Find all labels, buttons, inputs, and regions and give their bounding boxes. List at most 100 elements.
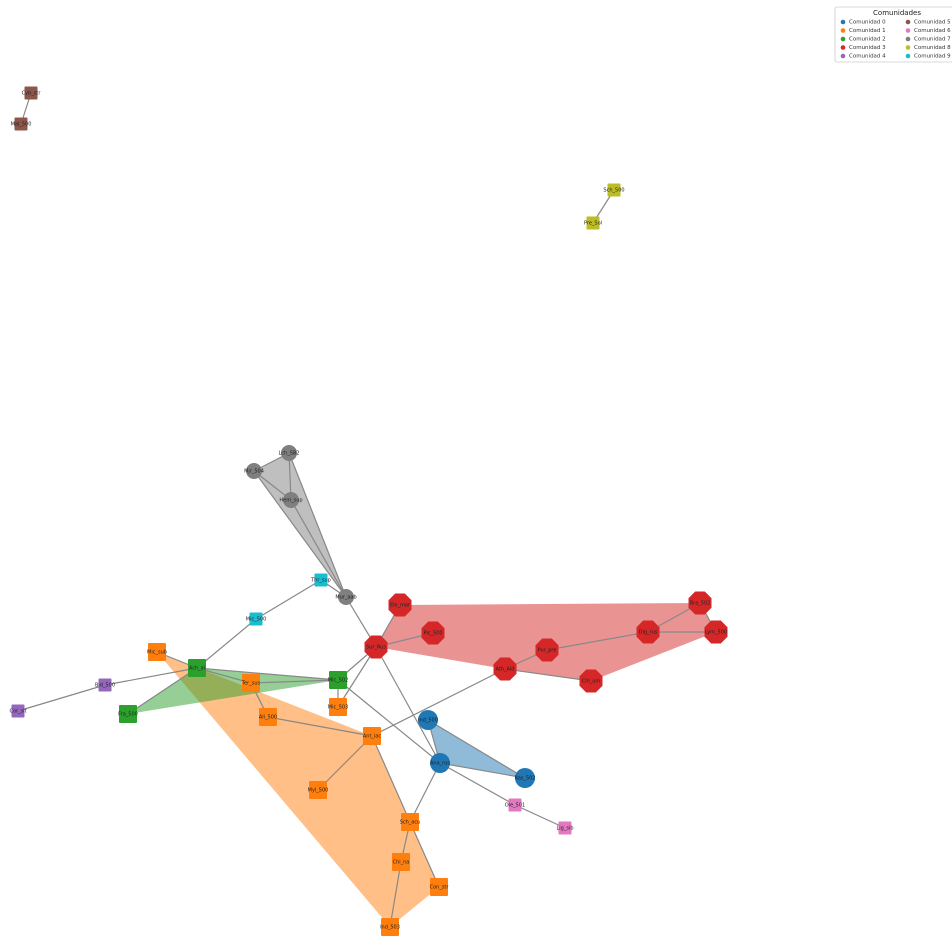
node [418, 710, 438, 730]
legend-label: Comunidad 8 [914, 45, 951, 51]
node-label: Fra_500 [118, 712, 138, 718]
node [381, 918, 399, 936]
edge [375, 646, 441, 764]
edge [253, 470, 347, 598]
node [119, 705, 137, 723]
node-label: Mjr_504 [244, 469, 264, 475]
node [430, 753, 450, 773]
node-label: Chi_na [393, 860, 410, 866]
edge [17, 684, 106, 712]
node-label: Pre_Sol [584, 221, 602, 227]
node [98, 678, 112, 692]
node [246, 463, 262, 479]
node-label: Bra_502 [690, 601, 711, 607]
edge [371, 668, 506, 737]
node-label: Hem_sup [279, 498, 302, 504]
legend-label: Comunidad 5 [914, 20, 951, 26]
node-label: Ana_rus [430, 761, 450, 767]
legend-label: Comunidad 7 [914, 37, 951, 43]
node [586, 216, 600, 230]
community-hull [157, 652, 439, 927]
edge [290, 499, 347, 598]
edge [514, 804, 566, 829]
node-label: Ind_503 [380, 925, 400, 931]
node [515, 768, 535, 788]
node-label: Ele_mar [390, 603, 411, 609]
node-label: Sch_acu [400, 820, 421, 826]
node-label: Sch_500 [603, 188, 624, 194]
node [11, 704, 25, 718]
node-label: Myl_500 [308, 788, 329, 794]
node-label: Mal_500 [11, 122, 32, 128]
node-label: Ant_iac [363, 734, 382, 740]
node [283, 492, 299, 508]
node [148, 643, 166, 661]
node [242, 674, 260, 692]
node-label: Lym_500 [705, 630, 727, 636]
node-label: Mic_503 [328, 705, 349, 711]
node [688, 591, 712, 615]
legend-box [834, 6, 952, 63]
node [329, 698, 347, 716]
edge [409, 821, 440, 888]
node [508, 798, 522, 812]
legend-label: Comunidad 9 [914, 54, 951, 60]
node [249, 612, 263, 626]
node [421, 621, 445, 645]
node-label: Mic_502 [328, 678, 349, 684]
legend-marker [905, 36, 911, 42]
edge [439, 762, 526, 779]
node-label: Ter_sus [241, 681, 261, 687]
node [364, 635, 388, 659]
node-label: Bid_500 [95, 683, 115, 689]
edge [427, 719, 526, 779]
edge [439, 762, 516, 806]
legend-marker [905, 28, 911, 33]
node [188, 659, 206, 677]
legend-marker [840, 28, 846, 33]
edge [288, 452, 347, 598]
edge [337, 679, 441, 764]
node [607, 183, 621, 197]
node-label: Pur_pre [538, 648, 557, 654]
node [314, 573, 328, 587]
node-label: Ind_500 [418, 718, 438, 724]
edge [196, 667, 339, 681]
node-label: Sur_Rus [366, 645, 386, 651]
legend-title: Comunidades [873, 9, 921, 17]
edge [504, 668, 592, 682]
edge [337, 646, 377, 708]
edge [389, 861, 402, 928]
node-label: Con_str [430, 885, 450, 891]
node-label: Ras_502 [514, 776, 535, 782]
edge [250, 679, 339, 684]
node [14, 117, 28, 131]
node [309, 781, 327, 799]
node-label: Lch_SB2 [279, 451, 300, 457]
legend-label: Comunidad 3 [849, 45, 886, 51]
legend-marker [905, 19, 911, 25]
node-label: Cyb_str [22, 91, 42, 97]
edge [196, 618, 257, 669]
legend-label: Comunidad 2 [849, 37, 886, 43]
legend-marker [905, 45, 911, 50]
node [388, 593, 412, 617]
edge [317, 735, 373, 791]
node [329, 671, 347, 689]
legend-label: Comunidad 4 [849, 54, 886, 60]
legend-marker [840, 36, 846, 42]
node [259, 708, 277, 726]
legend-marker [840, 45, 846, 50]
node-label: Pic_500 [423, 631, 442, 637]
node-label: Ach_al [189, 666, 205, 672]
node [636, 620, 660, 644]
edge [409, 762, 441, 823]
node [558, 821, 572, 835]
node-label: Ath_Ald [496, 667, 515, 673]
node [579, 669, 603, 693]
legend-marker [840, 19, 846, 25]
edge [255, 579, 322, 620]
legend-label: Comunidad 6 [914, 28, 951, 34]
legend-label: Comunidad 0 [849, 20, 886, 26]
